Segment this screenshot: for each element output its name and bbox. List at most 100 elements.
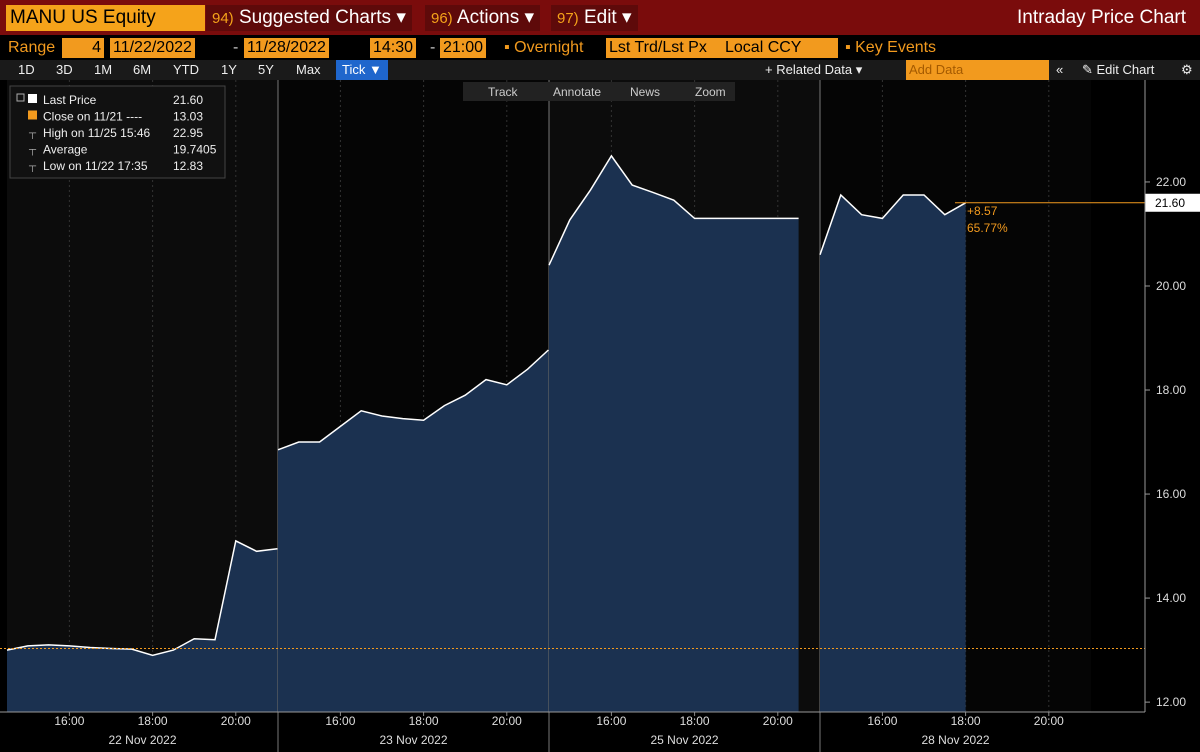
- tool-button[interactable]: News: [630, 85, 660, 99]
- tick-button[interactable]: Tick ▼: [336, 60, 388, 80]
- price-line: [548, 154, 799, 266]
- legend-value: 22.95: [173, 126, 203, 140]
- ticker[interactable]: MANU US Equity: [6, 5, 205, 31]
- overnight[interactable]: ▪ Overnight: [504, 39, 584, 56]
- price-line: [277, 349, 549, 451]
- day-label: 25 Nov 2022: [650, 733, 718, 747]
- x-tick-label: 20:00: [221, 714, 251, 728]
- price-line: [819, 193, 966, 256]
- menu-code: 94): [212, 10, 234, 27]
- period-button[interactable]: 1M: [94, 62, 113, 77]
- key-events-label: Key Events: [855, 39, 937, 56]
- start-date[interactable]: 11/22/2022: [110, 38, 195, 58]
- legend-collapse: [16, 93, 25, 102]
- legend-symbol: ┬: [28, 161, 37, 172]
- period-button[interactable]: YTD: [173, 62, 199, 77]
- x-tick-label: 18:00: [680, 714, 710, 728]
- collapse[interactable]: «: [1056, 62, 1064, 77]
- start-time[interactable]: 14:30: [370, 38, 417, 58]
- y-tick-label: 14.00: [1156, 591, 1186, 605]
- x-tick-label: 16:00: [325, 714, 355, 728]
- chart: 16:00 18:00 20:00 22 Nov 2022 16:00 18:00 20:0…: [0, 80, 1200, 752]
- dash: -: [233, 39, 239, 56]
- day-label: 22 Nov 2022: [108, 733, 176, 747]
- x-tick-label: 16:00: [596, 714, 626, 728]
- legend-label: Average: [43, 143, 88, 157]
- period-button[interactable]: 3D: [56, 62, 73, 77]
- change-pct: 65.77%: [967, 221, 1008, 235]
- legend-label: Close on 11/21 ----: [43, 110, 142, 124]
- legend-label: Low on 11/22 17:35: [43, 159, 148, 173]
- period-button[interactable]: Max: [296, 62, 321, 77]
- legend-symbol: ┬: [28, 128, 37, 139]
- x-tick-label: 20:00: [492, 714, 522, 728]
- x-tick-label: 18:00: [409, 714, 439, 728]
- legend-label: High on 11/25 15:46: [43, 126, 151, 140]
- legend-label: Last Price: [43, 93, 97, 107]
- y-tick-label: 12.00: [1156, 695, 1186, 709]
- x-tick-label: 18:00: [138, 714, 168, 728]
- settings[interactable]: ⚙: [1181, 62, 1193, 77]
- legend-symbol: ┬: [28, 145, 37, 156]
- legend-value: 12.83: [173, 159, 203, 173]
- menu[interactable]: 96) Actions ▾: [425, 5, 541, 31]
- tool-button[interactable]: Annotate: [553, 85, 601, 99]
- last-price-label: 21.60: [1155, 196, 1185, 210]
- field[interactable]: Lst Trd/Lst Px: [606, 38, 722, 58]
- y-tick-label: 18.00: [1156, 383, 1186, 397]
- menu-label: Edit: [583, 7, 617, 28]
- price-area: [7, 540, 278, 712]
- menu[interactable]: 94) Suggested Charts ▾: [206, 5, 412, 31]
- range-label: Range: [8, 39, 56, 56]
- menu-label: Actions: [456, 7, 520, 28]
- day-label: 23 Nov 2022: [379, 733, 447, 747]
- edit-chart-label: Edit Chart: [1096, 62, 1155, 77]
- x-tick-label: 18:00: [951, 714, 981, 728]
- period-button[interactable]: 6M: [133, 62, 152, 77]
- x-tick-label: 20:00: [763, 714, 793, 728]
- y-tick-label: 16.00: [1156, 487, 1186, 501]
- price-line: [6, 539, 278, 657]
- x-tick-label: 20:00: [1034, 714, 1064, 728]
- legend-value: 19.7405: [173, 143, 217, 157]
- period-button[interactable]: 1Y: [221, 62, 237, 77]
- x-tick-label: 16:00: [867, 714, 897, 728]
- y-tick-label: 22.00: [1156, 175, 1186, 189]
- price-area: [549, 155, 799, 712]
- price-area: [278, 350, 549, 712]
- legend-value: 21.60: [173, 93, 203, 107]
- end-time[interactable]: 21:00: [440, 38, 487, 58]
- range-count[interactable]: 4: [62, 38, 104, 58]
- end-date[interactable]: 11/28/2022: [244, 38, 329, 58]
- page-title: Intraday Price Chart: [1017, 7, 1186, 28]
- legend-swatch: [28, 110, 37, 120]
- legend-swatch: [28, 94, 37, 103]
- menu[interactable]: 97) Edit ▾: [551, 5, 638, 31]
- y-tick-label: 20.00: [1156, 279, 1186, 293]
- day-label: 28 Nov 2022: [921, 733, 989, 747]
- period-button[interactable]: 5Y: [258, 62, 274, 77]
- legend-value: 13.03: [173, 110, 203, 124]
- menu-label: Suggested Charts: [238, 7, 392, 28]
- currency[interactable]: Local CCY: [722, 38, 838, 58]
- x-tick-label: 16:00: [54, 714, 84, 728]
- add-data[interactable]: Add Data: [906, 60, 1049, 80]
- dash: -: [430, 39, 436, 56]
- related-data[interactable]: + Related Data ▾: [765, 62, 863, 77]
- menu-code: 97): [557, 10, 579, 27]
- range-bar: [0, 36, 1200, 60]
- legend-box: [9, 85, 226, 179]
- key-events[interactable]: ▪ Key Events: [845, 39, 937, 56]
- tools-bar: [463, 82, 735, 101]
- price-area: [820, 195, 966, 712]
- tool-button[interactable]: Track: [488, 85, 519, 99]
- change: +8.57: [967, 204, 998, 218]
- overnight-label: Overnight: [514, 39, 584, 56]
- edit-chart[interactable]: ✎ Edit Chart: [1082, 62, 1155, 77]
- tool-button[interactable]: Zoom: [695, 85, 726, 99]
- period-bar: [0, 60, 1200, 80]
- menu-code: 96): [431, 10, 453, 27]
- last-price-box: [1145, 193, 1200, 212]
- period-button[interactable]: 1D: [18, 62, 35, 77]
